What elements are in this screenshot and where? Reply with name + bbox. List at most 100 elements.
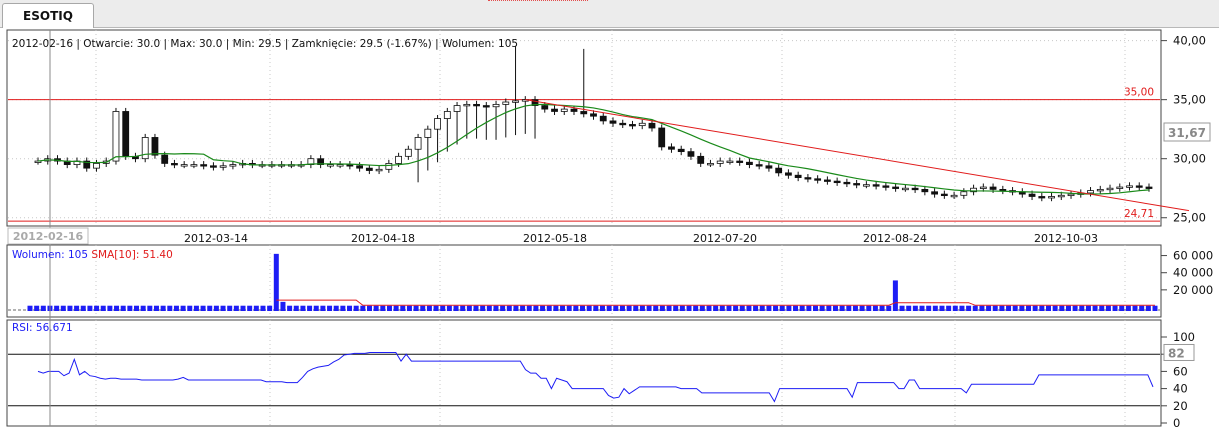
volume-bar (426, 305, 432, 311)
volume-bar (852, 305, 858, 311)
candle-body (171, 163, 178, 166)
sma-line (37, 103, 1150, 195)
volume-bar (227, 305, 233, 311)
rsi-y-tick-label: 60 (1173, 364, 1188, 378)
candle-body (794, 174, 802, 178)
volume-bar (1019, 305, 1025, 311)
volume-bar (1105, 305, 1111, 311)
volume-bar (606, 305, 612, 311)
volume-bar (446, 305, 452, 311)
volume-bar (939, 305, 945, 311)
volume-bar (187, 305, 193, 311)
candle-body (765, 165, 773, 169)
volume-bar (373, 305, 379, 311)
candle-body (1106, 187, 1114, 191)
candle-body (804, 177, 812, 180)
y-tick-label: 40,00 (1173, 34, 1206, 48)
volume-bar (207, 305, 213, 311)
volume-bar (473, 305, 479, 311)
tab-esotiq[interactable]: ESOTIQ (2, 3, 94, 28)
volume-bar (826, 305, 832, 311)
candle-body (570, 108, 578, 112)
volume-bar (679, 305, 685, 311)
candle-body (755, 164, 763, 167)
volume-bar (320, 305, 326, 311)
vol-y-tick-label: 60 000 (1173, 249, 1213, 263)
info-volume: Wolumen: 105 (442, 38, 518, 50)
volume-bar (420, 305, 426, 311)
volume-bar (240, 305, 246, 311)
volume-bar (766, 305, 772, 311)
volume-bar (979, 305, 985, 311)
volume-bar (267, 305, 273, 311)
candle-body (599, 115, 607, 122)
candle-body (1135, 185, 1143, 188)
candle-body (785, 172, 792, 176)
volume-bar (280, 301, 286, 311)
candle-body (190, 164, 198, 167)
candle-body (619, 122, 627, 126)
volume-bar (480, 305, 486, 311)
candle-body (979, 186, 987, 189)
volume-bar (94, 305, 100, 311)
volume-bar (839, 305, 845, 311)
volume-bar (1145, 305, 1151, 311)
volume-bar (779, 305, 785, 311)
candle-body (882, 185, 890, 188)
candle-body (1057, 194, 1065, 198)
candle-body (707, 163, 714, 166)
volume-bar (27, 305, 33, 311)
volume-bar (673, 305, 679, 311)
volume-bar (986, 305, 992, 311)
volume-bar (80, 305, 86, 311)
vol-y-tick-label: 40 000 (1173, 266, 1213, 280)
volume-bar (706, 305, 712, 311)
stock-chart[interactable]: 35,00 24,71 2012-03-14 2012-04-18 2012-05-1… (0, 28, 1219, 427)
candle-body (580, 111, 588, 115)
volume-bar (153, 305, 159, 311)
volume-bar (67, 305, 73, 311)
volume-bar (74, 305, 80, 311)
volume-series (8, 253, 1160, 311)
x-tick-label: 2012-03-14 (184, 232, 248, 245)
volume-bar (307, 305, 313, 311)
volume-bar (693, 305, 699, 311)
volume-bar (160, 305, 166, 311)
candle-body (629, 124, 636, 127)
volume-bar (293, 305, 299, 311)
x-tick-label: 2012-07-20 (693, 232, 757, 245)
candle-body (638, 122, 646, 127)
volume-bar (40, 305, 46, 311)
volume-bar (440, 305, 446, 311)
price-series: 35,00 24,71 (8, 46, 1190, 222)
candle-body (1145, 186, 1153, 189)
candle-body (1067, 193, 1075, 197)
info-open: Otwarcie: 30.0 (83, 38, 160, 50)
rsi-y-tick-label: 100 (1173, 330, 1195, 344)
level-line-label: 24,71 (1124, 208, 1154, 220)
candle-body (463, 103, 471, 107)
candle-body (658, 127, 666, 148)
candle-body (492, 103, 500, 108)
volume-bar (653, 305, 659, 311)
candle-body (862, 184, 870, 187)
volume-bar (580, 305, 586, 311)
trend-line (525, 99, 1190, 212)
volume-bar (946, 305, 952, 311)
volume-bar (1152, 305, 1158, 311)
candle-body (736, 160, 744, 163)
candle-body (1116, 186, 1124, 189)
volume-bar (819, 305, 825, 311)
volume-bar (746, 305, 752, 311)
volume-bar (1085, 305, 1091, 311)
volume-bar (300, 305, 306, 311)
volume-bar (1132, 305, 1138, 311)
volume-bar (1052, 305, 1058, 311)
volume-bar (340, 305, 346, 311)
volume-bar (260, 305, 266, 311)
candle-body (200, 164, 208, 167)
candle-body (823, 179, 831, 182)
volume-bar (366, 305, 372, 311)
volume-bar (573, 305, 579, 311)
candle-body (746, 161, 753, 166)
